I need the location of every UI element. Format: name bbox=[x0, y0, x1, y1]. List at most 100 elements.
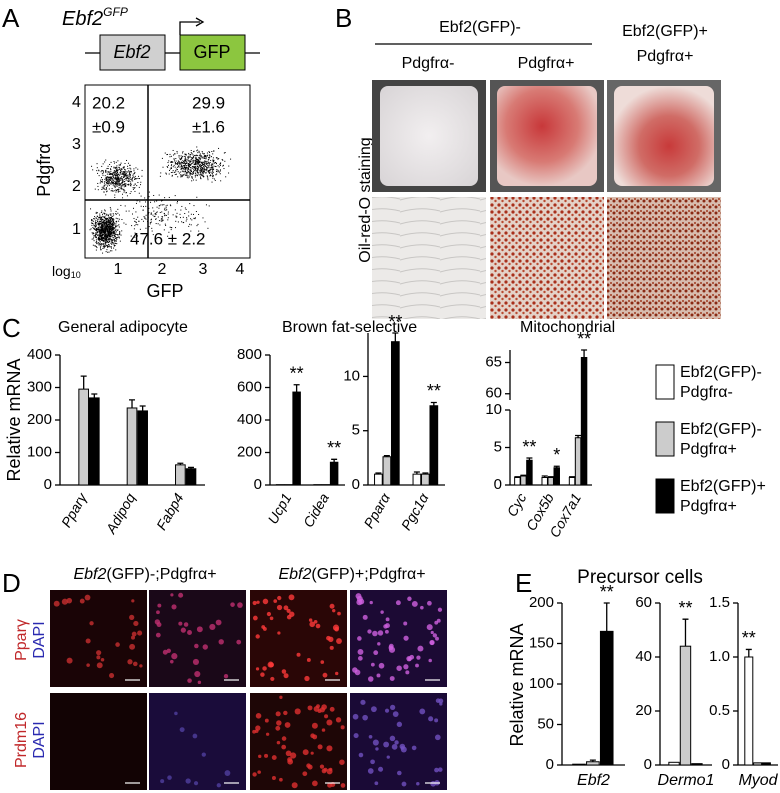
cell-dot bbox=[130, 178, 132, 180]
cell-dot bbox=[187, 165, 189, 167]
cell-dot bbox=[138, 175, 140, 177]
cell-dot bbox=[101, 223, 103, 225]
cell-dot bbox=[106, 237, 108, 239]
cell-dot bbox=[100, 225, 102, 227]
cell-dot bbox=[133, 170, 135, 172]
cell-dot bbox=[114, 235, 116, 237]
cell-dot bbox=[131, 213, 133, 215]
cell-dot bbox=[106, 167, 108, 169]
cell-dot bbox=[119, 179, 121, 181]
cell-dot bbox=[182, 167, 184, 169]
cell-dot bbox=[95, 222, 97, 224]
cell-dot bbox=[106, 226, 108, 228]
cell-dot bbox=[112, 190, 114, 192]
significance: ** bbox=[290, 363, 304, 383]
cell-dot bbox=[112, 178, 114, 180]
cell-dot bbox=[208, 159, 210, 161]
cell-dot bbox=[212, 173, 214, 175]
cell-dot bbox=[125, 169, 127, 171]
cell-dot bbox=[203, 167, 205, 169]
error-bar bbox=[187, 466, 194, 469]
cell-dot bbox=[116, 229, 118, 231]
nucleus bbox=[328, 636, 334, 643]
cell-dot bbox=[103, 227, 105, 229]
nucleus bbox=[156, 610, 160, 615]
nucleus bbox=[131, 631, 137, 637]
cell-dot bbox=[165, 172, 167, 174]
cell-dot bbox=[104, 181, 106, 183]
cell-dot bbox=[179, 217, 181, 219]
cell-dot bbox=[212, 174, 214, 176]
cell-dot bbox=[112, 172, 114, 174]
cell-dot bbox=[101, 222, 103, 224]
cell-dot bbox=[105, 237, 107, 239]
cell-dot bbox=[117, 212, 119, 214]
cell-dot bbox=[91, 222, 93, 224]
cell-dot bbox=[195, 168, 197, 170]
cell-dot bbox=[106, 241, 108, 243]
cell-dot bbox=[169, 226, 171, 228]
cell-dot bbox=[104, 235, 106, 237]
x-tick-label: Ucp1 bbox=[264, 490, 294, 526]
y-tick-label: 0 bbox=[644, 756, 652, 773]
cell-dot bbox=[178, 164, 180, 166]
cell-dot bbox=[105, 233, 107, 235]
nucleus bbox=[283, 673, 289, 679]
cell-dot bbox=[94, 188, 96, 190]
cell-dot bbox=[197, 175, 199, 177]
cell-dot bbox=[204, 155, 206, 157]
nucleus bbox=[358, 598, 365, 605]
nucleus bbox=[385, 617, 390, 622]
cell-dot bbox=[112, 175, 114, 177]
cell-dot bbox=[125, 186, 127, 188]
cell-dot bbox=[206, 154, 208, 156]
cell-dot bbox=[196, 157, 198, 159]
panel-letter: E bbox=[515, 568, 532, 598]
nucleus bbox=[384, 629, 389, 634]
cell-dot bbox=[111, 181, 113, 183]
cell-dot bbox=[116, 185, 118, 187]
cell-dot bbox=[128, 170, 130, 172]
cell-dot bbox=[135, 221, 137, 223]
cell-dot bbox=[195, 170, 197, 172]
cell-dot bbox=[137, 216, 139, 218]
cell-dot bbox=[211, 166, 213, 168]
cell-dot bbox=[125, 179, 127, 181]
cell-dot bbox=[188, 152, 190, 154]
cell-dot bbox=[174, 162, 176, 164]
cell-dot bbox=[120, 188, 122, 190]
nucleus bbox=[279, 777, 283, 782]
cell-dot bbox=[106, 228, 108, 230]
cell-dot bbox=[98, 226, 100, 228]
cell-dot bbox=[202, 163, 204, 165]
cell-dot bbox=[112, 221, 114, 223]
cell-dot bbox=[148, 191, 150, 193]
cell-dot bbox=[95, 239, 97, 241]
x-tick-label: Fabp4 bbox=[153, 490, 187, 533]
nucleus bbox=[385, 623, 390, 629]
cell-dot bbox=[195, 160, 197, 162]
cell-dot bbox=[151, 227, 153, 229]
cell-dot bbox=[101, 179, 103, 181]
cell-dot bbox=[167, 213, 169, 215]
cell-dot bbox=[106, 236, 108, 238]
cell-dot bbox=[115, 167, 117, 169]
cell-dot bbox=[116, 180, 118, 182]
cell-dot bbox=[115, 237, 117, 239]
cell-dot bbox=[206, 168, 208, 170]
cell-dot bbox=[168, 196, 170, 198]
y-tick-label: 0 bbox=[44, 476, 52, 493]
nucleus bbox=[376, 673, 381, 678]
significance: ** bbox=[327, 438, 341, 458]
cell-dot bbox=[103, 238, 105, 240]
cell-dot bbox=[111, 239, 113, 241]
cell-dot bbox=[110, 161, 112, 163]
nucleus bbox=[429, 639, 435, 646]
cell-dot bbox=[113, 247, 115, 249]
cell-dot bbox=[120, 168, 122, 170]
y-tick-label: 800 bbox=[237, 346, 262, 363]
cell-dot bbox=[199, 154, 201, 156]
error-bar bbox=[581, 349, 588, 358]
cell-dot bbox=[111, 239, 113, 241]
cell-dot bbox=[129, 167, 131, 169]
